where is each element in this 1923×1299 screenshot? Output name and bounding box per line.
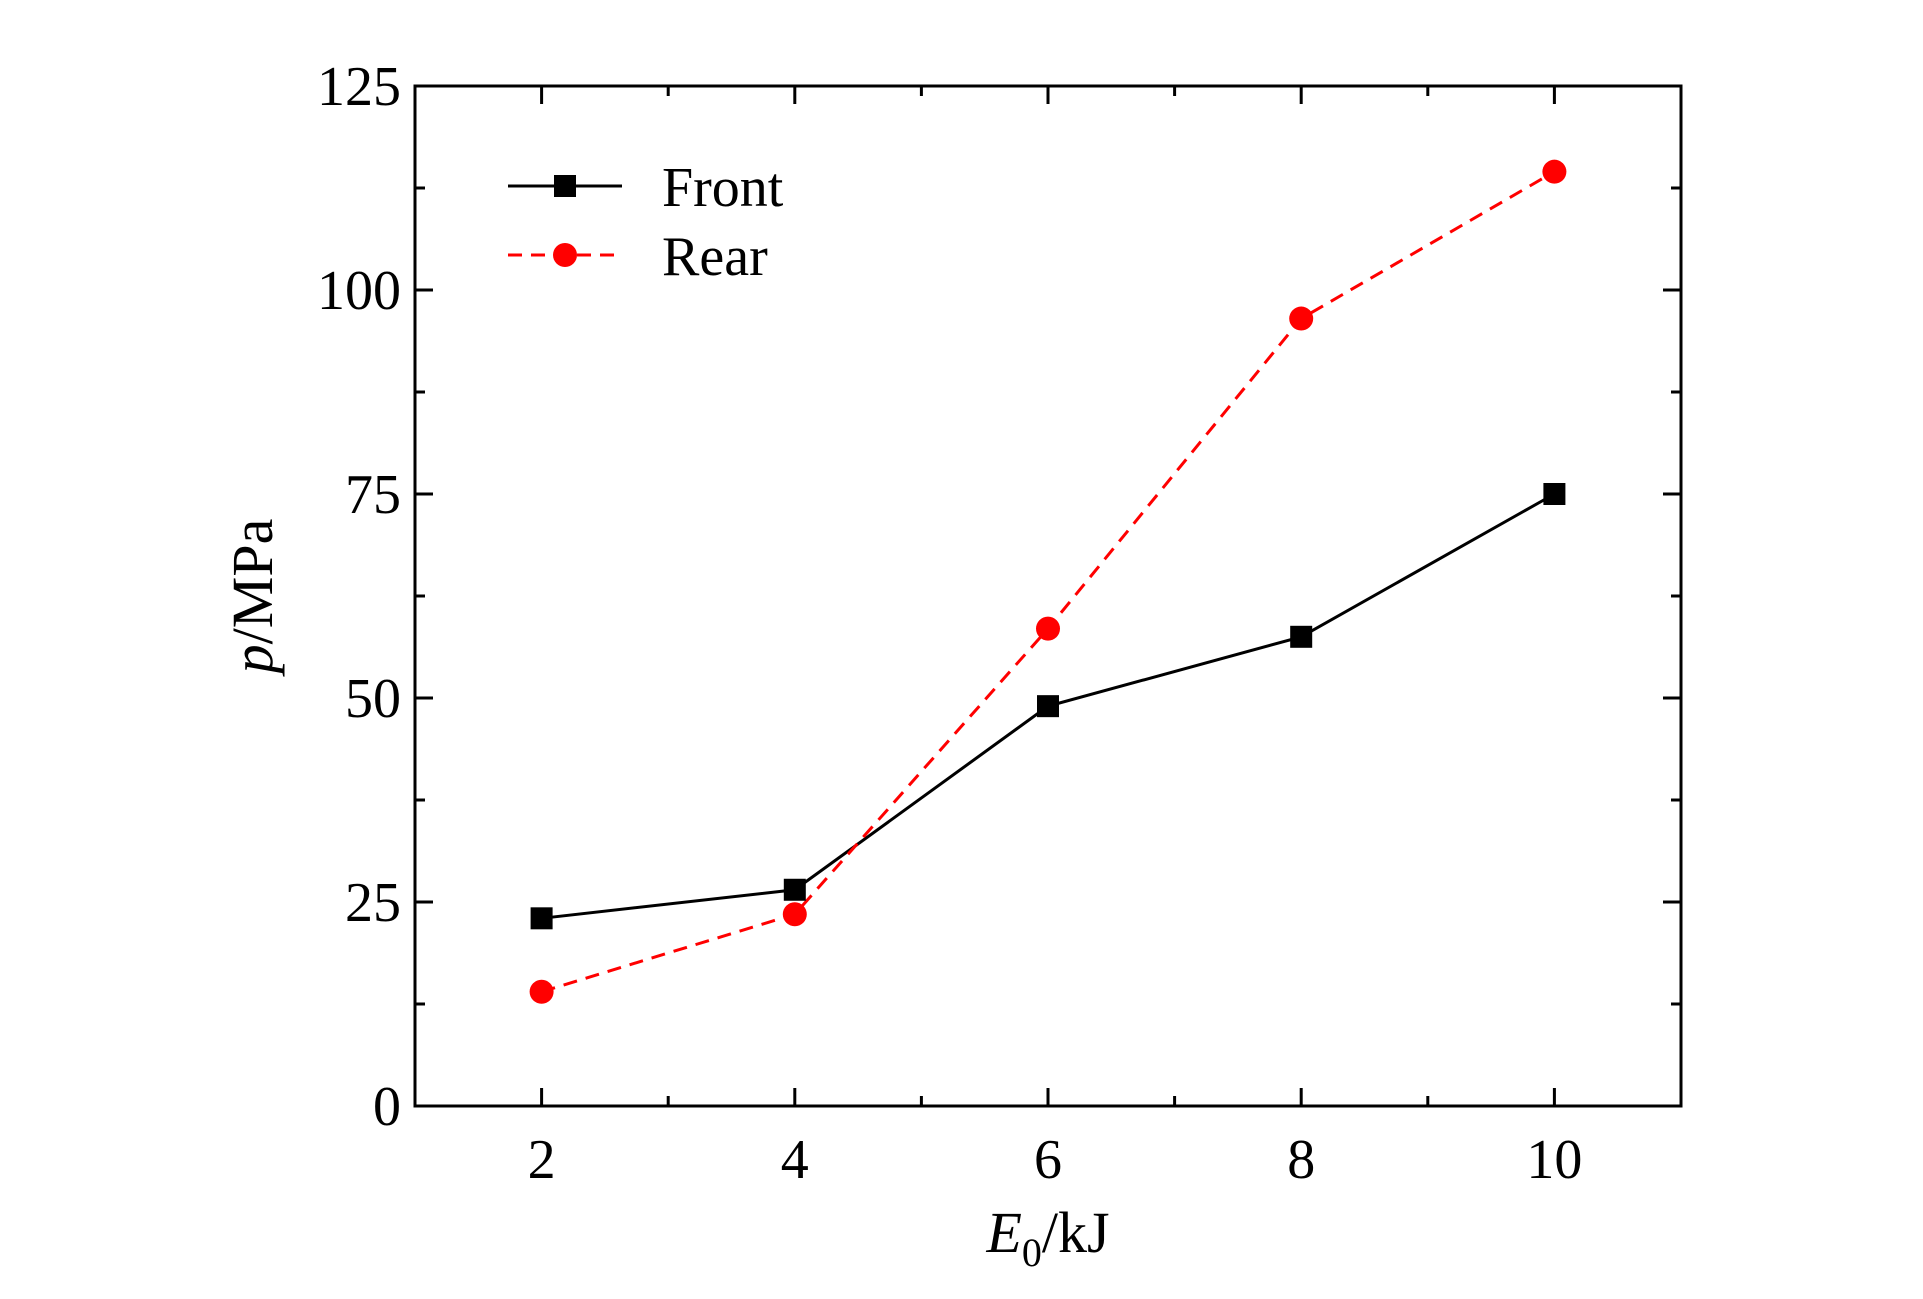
- front-data-point: [1037, 695, 1059, 718]
- y-tick-label: 125: [317, 56, 401, 118]
- legend-front-marker: [554, 175, 576, 197]
- plot-frame: [413, 84, 1683, 1108]
- series-layer: [529, 159, 1567, 1004]
- legend-rear-label: Rear: [662, 226, 768, 288]
- front-data-point: [783, 878, 806, 901]
- x-tick-label: 6: [1034, 1129, 1062, 1191]
- y-tick-label: 50: [345, 668, 401, 730]
- x-axis-subscript: 0: [1022, 1230, 1042, 1275]
- rear-data-point: [1289, 306, 1314, 331]
- rear-data-point: [1036, 616, 1060, 641]
- x-tick-label: 8: [1287, 1129, 1315, 1191]
- rear-data-point: [782, 902, 807, 927]
- legend: Front Rear: [508, 157, 784, 288]
- legend-rear-marker: [553, 243, 577, 267]
- x-tick-label: 2: [528, 1129, 556, 1191]
- front-data-point: [530, 907, 553, 930]
- x-axis-unit: /kJ: [1042, 1200, 1110, 1265]
- y-tick-label: 25: [345, 872, 401, 934]
- x-axis-variable: E: [985, 1200, 1021, 1265]
- legend-front-label: Front: [662, 157, 784, 219]
- y-axis-unit: /MPa: [220, 519, 285, 645]
- y-axis-variable: p: [220, 644, 285, 677]
- front-data-point: [1290, 625, 1313, 648]
- x-tick-label: 10: [1526, 1129, 1582, 1191]
- y-tick-label: 75: [345, 464, 401, 526]
- x-tick-label: 4: [781, 1129, 809, 1191]
- x-axis-title: E0/kJ: [985, 1200, 1109, 1275]
- rear-data-point: [1542, 159, 1567, 184]
- y-axis-title: p/MPa: [220, 519, 285, 678]
- y-tick-label: 0: [373, 1076, 401, 1138]
- rear-data-point: [529, 979, 554, 1004]
- y-tick-label: 100: [317, 260, 401, 322]
- rear-series-line: [541, 170, 1556, 994]
- front-data-point: [1543, 483, 1566, 505]
